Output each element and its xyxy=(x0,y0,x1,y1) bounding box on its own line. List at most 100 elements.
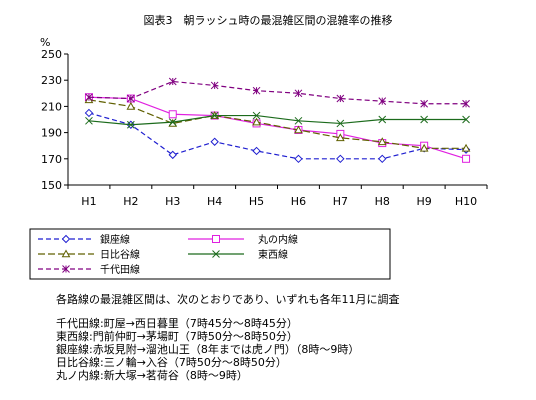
asterisk-marker xyxy=(378,97,387,106)
diamond-marker xyxy=(84,108,94,118)
note-line: 日比谷線:三ノ輪→入谷（7時50分～8時50分） xyxy=(56,356,287,369)
asterisk-marker xyxy=(126,94,135,103)
x-tick-label: H2 xyxy=(123,195,138,208)
triangle-marker xyxy=(61,249,71,258)
diamond-marker xyxy=(252,146,261,156)
triangle-marker xyxy=(377,137,387,146)
legend-item: 丸の内線 xyxy=(188,233,298,246)
note-line: 銀座線:赤坂見附→溜池山王（8年までは虎ノ門）（8時～9時） xyxy=(56,343,360,356)
diamond-marker xyxy=(378,154,387,164)
marker-stroke xyxy=(212,250,220,258)
cross-marker xyxy=(462,115,470,124)
marker-stroke xyxy=(168,118,177,126)
marker-stroke xyxy=(462,115,470,124)
diamond-marker xyxy=(61,234,71,244)
legend-item: 日比谷線 xyxy=(38,248,140,261)
y-tick-label: 230 xyxy=(41,74,62,87)
asterisk-marker xyxy=(168,77,177,86)
y-tick-label: 210 xyxy=(41,100,62,113)
notes-intro: 各路線の最混雑区間は、次のとおりであり、いずれも各年11月に調査 xyxy=(56,293,400,306)
x-tick-label: H6 xyxy=(291,195,306,208)
marker-stroke xyxy=(294,116,303,125)
triangle-marker xyxy=(336,133,345,142)
note-line: 千代田線:町屋→西日暮里（7時45分～8時45分） xyxy=(56,317,298,330)
x-tick-label: H7 xyxy=(333,195,348,208)
marker-stroke xyxy=(210,111,219,120)
note-line: 丸ノ内線:新大塚→茗荷谷（8時～9時） xyxy=(56,369,248,382)
axes xyxy=(64,53,488,189)
asterisk-marker xyxy=(420,99,429,108)
y-tick-label: 170 xyxy=(41,153,62,166)
asterisk-marker xyxy=(210,81,219,90)
marker-stroke xyxy=(85,116,93,125)
triangle-marker xyxy=(419,143,429,152)
triangle-marker xyxy=(294,125,303,134)
marker-stroke xyxy=(126,120,135,129)
series-square xyxy=(84,93,471,163)
series-line xyxy=(88,112,467,160)
series-asterisk xyxy=(85,77,470,108)
y-tick-label: 250 xyxy=(41,48,62,61)
series-line xyxy=(88,80,467,105)
asterisk-marker xyxy=(62,265,70,273)
x-tick-label: H5 xyxy=(249,195,264,208)
triangle-marker xyxy=(126,101,136,110)
x-tick-label: H1 xyxy=(81,195,96,208)
x-tick-label: H8 xyxy=(375,195,390,208)
x-tick-label: H4 xyxy=(207,195,222,208)
series-lines xyxy=(84,77,471,164)
x-tick-label: H9 xyxy=(417,195,432,208)
legend-item: 東西線 xyxy=(188,248,288,261)
legend-label: 千代田線 xyxy=(100,263,140,276)
triangle-marker xyxy=(461,143,471,152)
legend-item: 千代田線 xyxy=(38,263,140,276)
series-cross xyxy=(85,111,470,129)
series-diamond xyxy=(84,108,471,164)
cross-marker xyxy=(212,250,220,258)
legend-label: 東西線 xyxy=(258,248,288,261)
tick-labels: 150 170 190 210 230 250 H1 H2 H3 H4 H5 H6 H7 H8 H9 H10 xyxy=(41,48,477,208)
marker-stroke xyxy=(378,115,387,124)
notes: 各路線の最混雑区間は、次のとおりであり、いずれも各年11月に調査 千代田線:町屋… xyxy=(56,293,399,382)
series-line xyxy=(88,99,467,149)
marker-stroke xyxy=(420,115,429,124)
legend-label: 銀座線 xyxy=(100,233,130,246)
cross-marker xyxy=(85,116,93,125)
marker-stroke xyxy=(252,111,261,120)
x-tick-label: H10 xyxy=(455,195,477,208)
cross-marker xyxy=(126,120,135,129)
legend-item: 銀座線 xyxy=(38,233,130,246)
legend-label: 丸の内線 xyxy=(258,233,298,246)
y-tick-label: 150 xyxy=(41,179,62,192)
asterisk-marker xyxy=(252,86,261,95)
cross-marker xyxy=(378,115,387,124)
cross-marker xyxy=(294,116,303,125)
line-chart: 図表3 朝ラッシュ時の最混雑区間の混雑率の推移 % 150 170 190 210 23… xyxy=(29,13,488,280)
diamond-marker xyxy=(210,137,219,146)
note-line: 東西線:門前仲町→茅場町（7時50分～8時50分） xyxy=(56,330,298,343)
square-marker xyxy=(168,110,177,119)
cross-marker xyxy=(168,118,177,126)
cross-marker xyxy=(252,111,261,120)
cross-marker xyxy=(420,115,429,124)
chart-title: 図表3 朝ラッシュ時の最混雑区間の混雑率の推移 xyxy=(144,13,393,27)
marker-stroke xyxy=(336,119,345,128)
square-marker xyxy=(212,235,220,243)
diamond-marker xyxy=(336,154,345,164)
x-tick-label: H3 xyxy=(165,195,180,208)
triangle-marker xyxy=(168,118,178,127)
y-axis-unit: % xyxy=(40,36,50,49)
triangle-marker xyxy=(252,117,261,126)
legend-label: 日比谷線 xyxy=(100,248,140,261)
asterisk-marker xyxy=(462,99,470,108)
asterisk-marker xyxy=(336,94,345,103)
asterisk-marker xyxy=(85,93,93,102)
square-marker xyxy=(462,154,471,163)
series-line xyxy=(88,114,467,126)
series-line xyxy=(88,96,467,160)
diamond-marker xyxy=(168,150,177,160)
cross-marker xyxy=(210,111,219,120)
y-tick-label: 190 xyxy=(41,127,62,140)
diamond-marker xyxy=(294,154,303,164)
